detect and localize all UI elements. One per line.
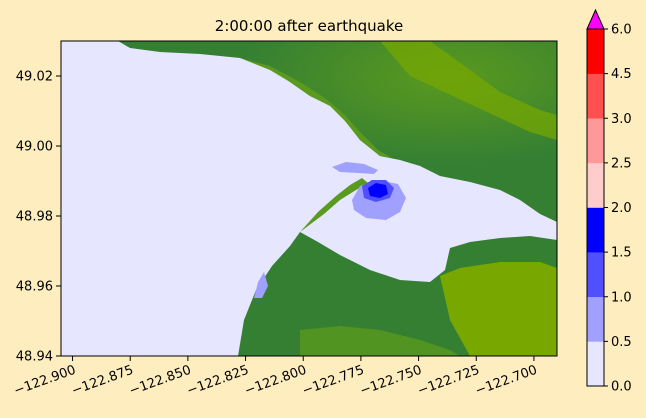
- y-axis: 48.94 48.96 48.98 49.00 49.02: [16, 70, 61, 365]
- x-tick-label: −122.750: [358, 363, 424, 399]
- colorbar-tick-label: 0.5: [611, 335, 632, 350]
- inundation-strip: [332, 162, 378, 174]
- x-tick-label: −122.875: [70, 363, 136, 399]
- inundation-small-west: [254, 272, 268, 298]
- y-tick-label: 48.98: [16, 210, 53, 225]
- y-tick-label: 49.00: [16, 140, 53, 155]
- inundation-deep: [368, 183, 388, 198]
- x-tick-label: −122.850: [127, 363, 193, 399]
- plot-area: [61, 41, 557, 356]
- colorbar-tick-label: 1.0: [611, 290, 632, 305]
- x-tick-label: −122.725: [416, 363, 482, 399]
- x-tick-label: −122.775: [300, 363, 366, 399]
- land-north-delta: [380, 41, 557, 140]
- colorbar-bin: [587, 118, 604, 164]
- colorbar-bin: [587, 296, 604, 342]
- y-tick-label: 48.94: [16, 350, 53, 365]
- colorbar-extend-arrow: [586, 8, 605, 30]
- plot-frame: [60, 40, 558, 357]
- colorbar-bin: [587, 207, 604, 253]
- x-tick-label: −122.900: [12, 363, 78, 399]
- x-tick-label: −122.800: [243, 363, 309, 399]
- colorbar: 0.0 0.5 1.0 1.5 2.0 2.5 3.0 4.5 6.0: [586, 8, 632, 395]
- land-south-light: [440, 262, 557, 356]
- chart-title: 2:00:00 after earthquake: [215, 17, 403, 35]
- colorbar-bin: [587, 252, 604, 298]
- colorbar-tick-label: 6.0: [611, 23, 632, 38]
- land-spit: [300, 178, 368, 232]
- colorbar-bin: [587, 29, 604, 74]
- colorbar-bin: [587, 341, 604, 387]
- land-south-mid: [300, 326, 460, 356]
- colorbar-tick-label: 3.0: [611, 112, 632, 127]
- y-tick-label: 48.96: [16, 280, 53, 295]
- x-tick-label: −122.825: [185, 363, 251, 399]
- colorbar-tick-label: 0.0: [611, 380, 632, 395]
- colorbar-bin: [587, 73, 604, 119]
- y-tick-label: 49.02: [16, 70, 53, 85]
- colorbar-tick-label: 2.5: [611, 156, 632, 171]
- x-tick-label: −122.700: [473, 363, 539, 399]
- x-axis: −122.900−122.875−122.850−122.825−122.800…: [12, 356, 539, 399]
- colorbar-bin: [587, 162, 604, 208]
- colorbar-tick-label: 2.0: [611, 201, 632, 216]
- colorbar-tick-label: 4.5: [611, 67, 632, 82]
- colorbar-tick-label: 1.5: [611, 246, 632, 261]
